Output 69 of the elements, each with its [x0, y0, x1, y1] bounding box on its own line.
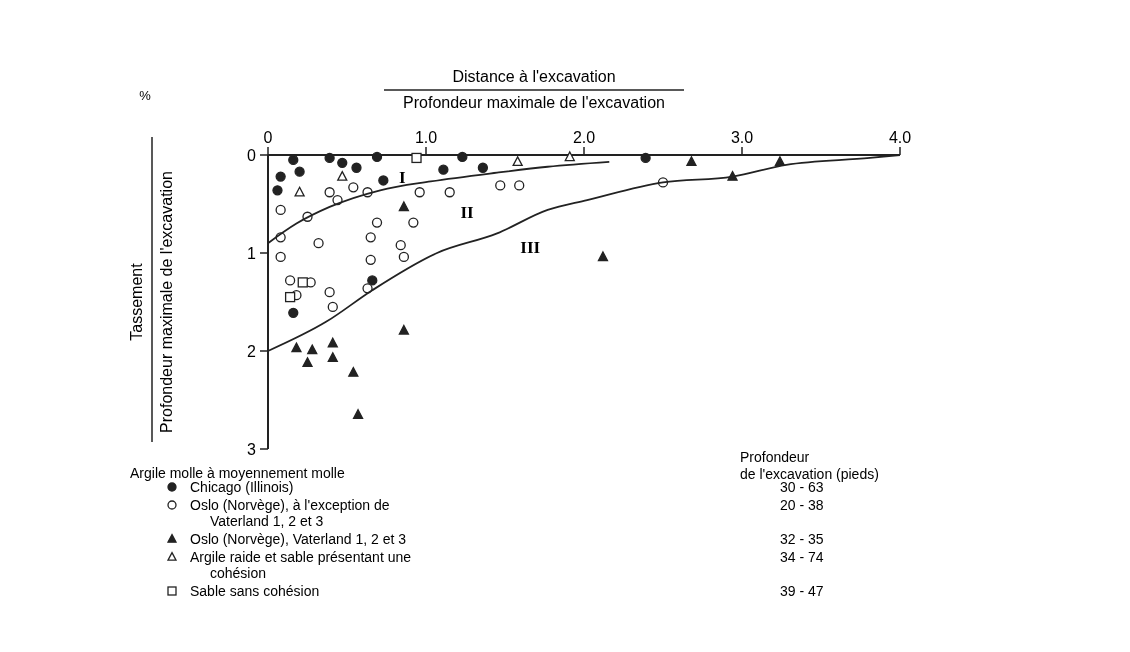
point	[324, 152, 335, 164]
point	[284, 291, 296, 303]
text: 34 - 74	[780, 549, 824, 565]
point	[294, 166, 305, 177]
annotation: II	[460, 202, 475, 222]
y-tick-label: 0	[247, 147, 257, 164]
point	[438, 164, 449, 175]
annotation: I	[398, 167, 406, 187]
point	[352, 409, 364, 419]
point	[395, 240, 406, 251]
point	[302, 357, 313, 368]
point	[477, 162, 489, 173]
point	[297, 277, 308, 288]
point	[640, 152, 651, 164]
point	[294, 186, 305, 197]
text: Tassement Profondeur maximale de l'excavation %	[128, 88, 175, 433]
legend-label: Oslo (Norvège), Vaterland 1, 2 et 3	[190, 531, 407, 547]
point	[288, 307, 299, 318]
point	[371, 151, 383, 163]
point	[348, 182, 359, 193]
point	[444, 187, 455, 198]
annotation: Profondeur de l'excavation (pieds)	[740, 449, 879, 482]
point	[275, 251, 286, 263]
y-tick-label: 3	[247, 441, 257, 458]
x-tick-label: 0	[263, 129, 273, 146]
point	[367, 275, 378, 286]
point	[324, 287, 335, 298]
legend-label: Oslo (Norvège), à l'exception de Vaterland 1, 2 et 3	[190, 497, 390, 529]
point	[365, 254, 376, 266]
point	[686, 156, 697, 167]
y-tick-label: 2	[247, 343, 257, 360]
point	[414, 187, 425, 198]
text: 39 - 47	[780, 583, 824, 599]
legend-label: Sable sans cohésion	[190, 583, 320, 599]
point	[324, 187, 335, 198]
y-tick-label: 1	[247, 245, 257, 262]
point	[597, 251, 609, 262]
point	[398, 201, 410, 212]
point	[275, 171, 286, 182]
x-tick-label: 1.0	[414, 129, 438, 146]
point	[371, 217, 383, 228]
point	[284, 275, 296, 286]
point	[348, 366, 359, 377]
x-axis-title: Distance à l'excavation Profondeur maximale de l'excavation	[403, 68, 665, 111]
point	[337, 157, 348, 168]
point	[411, 152, 422, 164]
text: 30 - 63	[780, 479, 824, 495]
text: 32 - 35	[780, 531, 824, 547]
point	[337, 170, 348, 181]
legend-label: Argile raide et sable présentant une cohésion	[190, 549, 412, 581]
point	[351, 162, 362, 173]
point	[272, 185, 283, 196]
legend-label: Chicago (Illinois)	[190, 479, 294, 495]
x-tick-label: 2.0	[572, 129, 596, 146]
legend-title: Argile molle à moyennement molle	[130, 465, 345, 481]
point	[495, 180, 506, 191]
x-tick-label: 3.0	[730, 129, 754, 146]
point	[275, 204, 286, 216]
text: 20 - 38	[780, 497, 824, 513]
point	[398, 324, 410, 335]
x-tick-label: 4.0	[888, 129, 912, 146]
point	[307, 344, 318, 355]
point	[365, 232, 376, 243]
point	[327, 337, 338, 348]
point	[291, 342, 302, 353]
annotation: III	[520, 238, 541, 258]
point	[327, 352, 338, 363]
point	[457, 151, 468, 163]
point	[378, 175, 389, 186]
